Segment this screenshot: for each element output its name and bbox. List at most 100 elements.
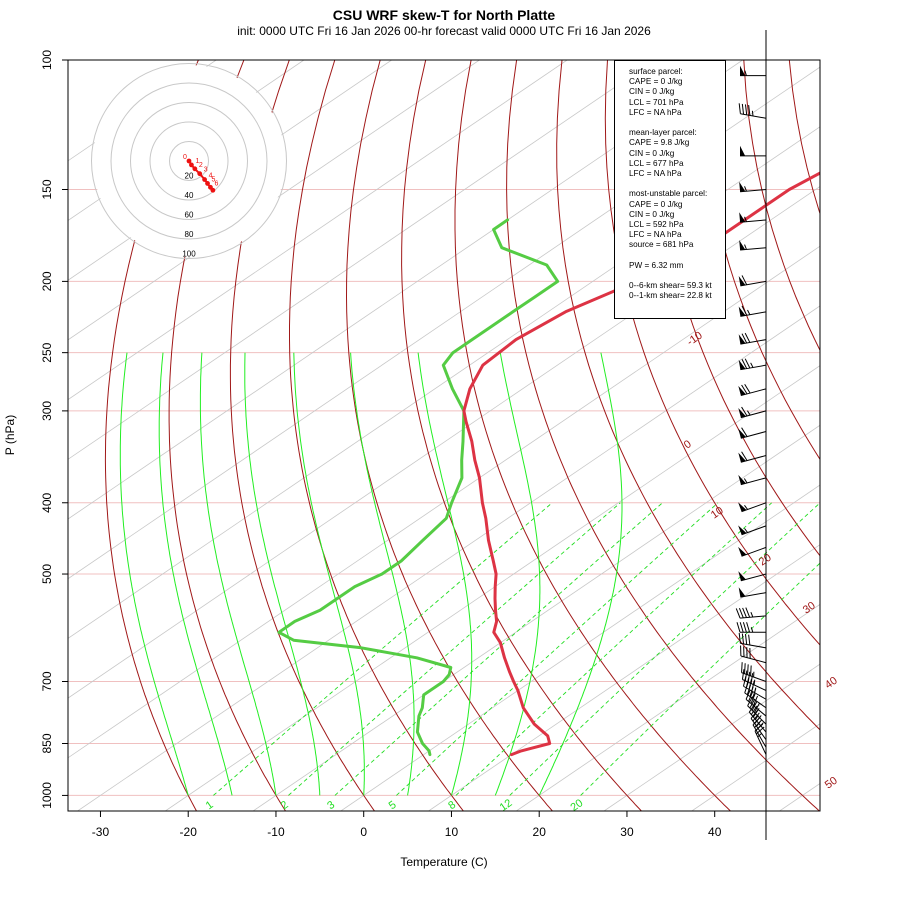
mixing-ratio-line	[455, 502, 773, 796]
y-axis-label: P (hPa)	[3, 415, 17, 455]
wind-barb	[738, 383, 767, 397]
hodograph-point	[192, 166, 198, 172]
info-line: CIN = 0 J/kg	[629, 209, 675, 219]
mixing-ratio-label: 5	[387, 799, 399, 812]
wind-barb-pennant	[738, 428, 746, 439]
wind-barb-pennant	[738, 306, 746, 317]
hodograph-ring	[110, 82, 268, 240]
wind-barb-half-flag	[744, 186, 747, 192]
wind-barb	[738, 525, 767, 536]
moist-adiabat	[119, 352, 189, 796]
wind-barb	[738, 451, 767, 463]
wind-barb-pennant	[738, 502, 747, 512]
wind-barb	[738, 474, 767, 486]
isotherm-line	[428, 544, 820, 811]
wind-barb-shaft	[741, 672, 767, 682]
info-line: mean-layer parcel:	[629, 128, 697, 138]
wind-barb-shaft	[740, 113, 767, 119]
wind-barb-flag	[750, 705, 758, 715]
hodograph-point	[210, 187, 216, 193]
x-tick-label: -30	[92, 825, 110, 839]
wind-barb-flag	[735, 608, 741, 619]
wind-barb-pennant	[738, 408, 746, 418]
wind-barb-pennant	[739, 181, 746, 192]
x-tick-label: 40	[708, 825, 722, 839]
dry-adiabat	[229, 60, 375, 811]
wind-barb	[738, 332, 767, 345]
wind-barb	[739, 240, 767, 251]
dry-adiabat	[743, 60, 820, 352]
isotherm-line	[68, 126, 820, 639]
y-tick-label: 150	[40, 179, 54, 199]
dry-adiabat-label: 50	[823, 775, 840, 792]
dry-adiabat-label: 10	[709, 505, 726, 522]
wind-barb	[735, 607, 767, 619]
wind-barb-shaft	[752, 724, 767, 748]
moist-adiabat	[244, 352, 321, 796]
dry-adiabat	[556, 60, 820, 731]
wind-barb	[738, 632, 767, 649]
mixing-ratio-line	[213, 502, 553, 796]
info-line: CAPE = 0 J/kg	[629, 77, 683, 87]
dry-adiabat-label: 40	[823, 675, 840, 692]
wind-barb	[740, 145, 766, 157]
x-axis-label: Temperature (C)	[400, 855, 487, 869]
wind-barb-flag	[749, 686, 754, 697]
mixing-ratio-line	[580, 562, 820, 796]
wind-barb-pennant	[738, 587, 746, 598]
dry-adiabat	[604, 60, 820, 646]
wind-barb-half-flag	[747, 309, 751, 315]
wind-barb	[747, 696, 767, 725]
chart-subtitle: init: 0000 UTC Fri 16 Jan 2026 00-hr for…	[237, 24, 651, 38]
wind-barb-flag	[741, 275, 748, 286]
hodograph-ring	[169, 141, 209, 181]
wind-barb-pennant	[740, 65, 746, 76]
wind-barb-pennant	[740, 145, 746, 156]
wind-barb-pennant	[738, 474, 746, 485]
chart-title: CSU WRF skew-T for North Platte	[332, 7, 556, 23]
isotherm-line	[68, 245, 820, 759]
y-tick-label: 200	[40, 271, 54, 291]
info-line: PW = 6.32 mm	[629, 260, 684, 270]
wind-barb-flag	[744, 104, 748, 115]
y-tick-label: 300	[40, 401, 54, 421]
x-tick-label: 0	[360, 825, 367, 839]
temperature-profile	[462, 171, 820, 757]
wind-barb	[738, 546, 767, 557]
x-tick-label: 30	[620, 825, 634, 839]
wind-barb-half-flag	[750, 627, 754, 633]
wind-barb-shaft	[740, 189, 767, 193]
y-tick-label: 250	[40, 342, 54, 362]
wind-barb-shaft	[740, 339, 767, 345]
y-tick-label: 850	[40, 733, 54, 753]
wind-barb-flag	[745, 689, 751, 700]
wind-barb-shaft	[740, 615, 767, 619]
mixing-ratio-label: 1	[204, 799, 216, 812]
mixing-ratio-label: 12	[498, 797, 515, 814]
hodograph-ring	[130, 102, 248, 220]
isotherm-line	[68, 60, 480, 341]
wind-barb	[739, 212, 767, 223]
dry-adiabat	[104, 60, 199, 811]
info-line: LCL = 592 hPa	[629, 220, 684, 230]
wind-barb-half-flag	[750, 611, 754, 618]
moist-adiabat	[538, 352, 623, 796]
y-tick-label: 100	[40, 50, 54, 70]
info-line: LFC = NA hPa	[629, 230, 682, 240]
wind-barb-half-flag	[744, 216, 747, 222]
wind-barb-flag	[744, 358, 751, 369]
wind-barb-flag	[746, 622, 751, 633]
hodograph-point	[197, 171, 203, 177]
wind-barb-half-flag	[746, 410, 751, 416]
wind-barb-flag	[744, 634, 748, 645]
wind-barb-flag	[745, 607, 751, 618]
info-line: surface parcel:	[629, 67, 683, 76]
wind-barb-shaft	[741, 546, 767, 557]
wind-barb-flag	[752, 716, 761, 726]
info-line: CAPE = 0 J/kg	[629, 199, 683, 209]
moist-adiabat	[158, 352, 233, 796]
dry-adiabat	[835, 60, 900, 811]
wind-barb-flag	[744, 383, 751, 394]
wind-barb-flag	[741, 103, 745, 115]
wind-barb-flag	[746, 684, 752, 695]
